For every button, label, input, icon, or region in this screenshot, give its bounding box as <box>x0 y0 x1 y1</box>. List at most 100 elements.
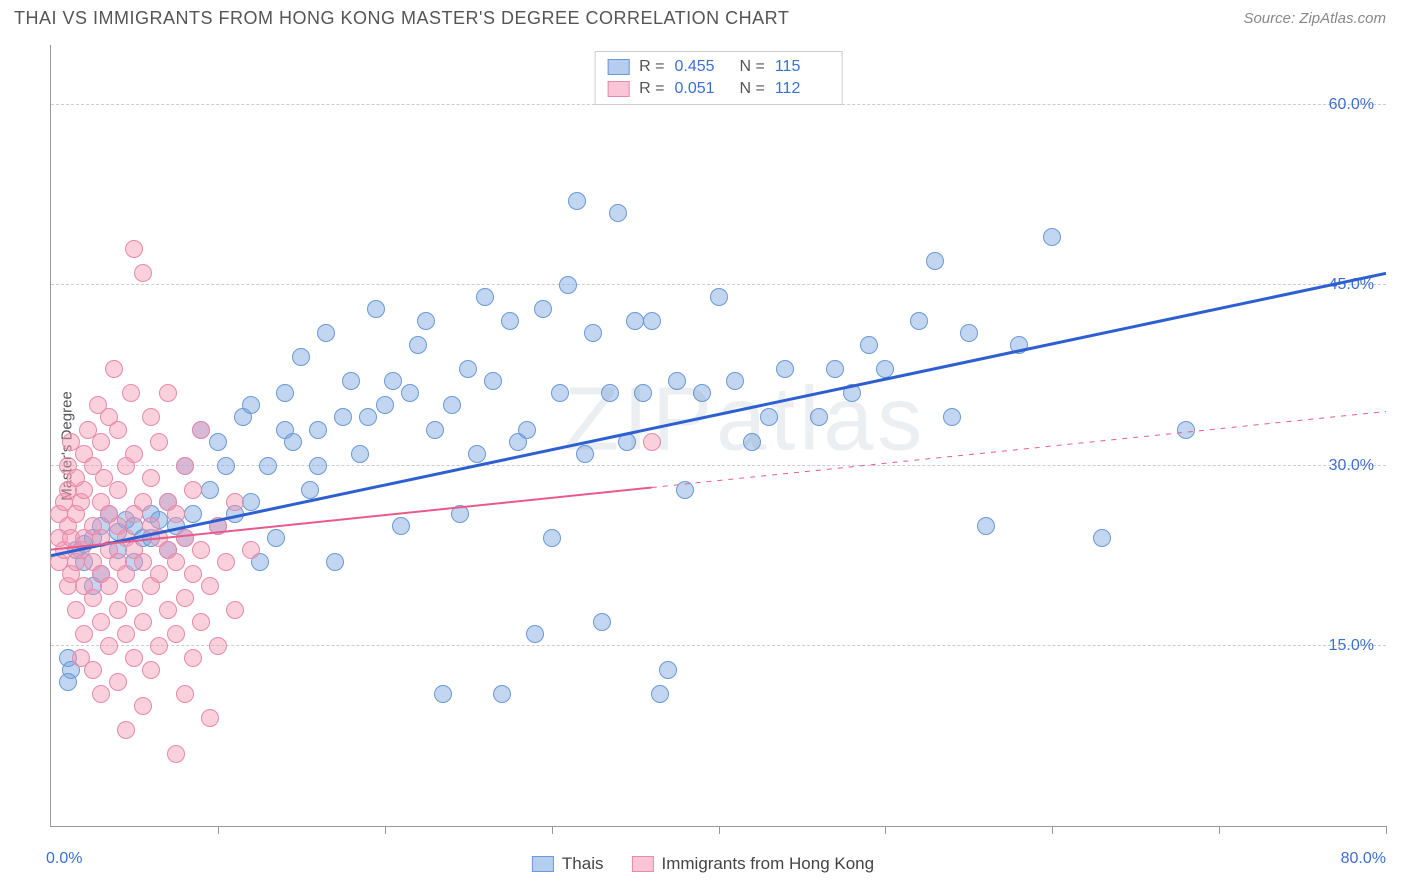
data-point <box>184 505 202 523</box>
data-point <box>201 577 219 595</box>
data-point <box>826 360 844 378</box>
data-point <box>651 685 669 703</box>
data-point <box>109 601 127 619</box>
swatch-thais <box>532 856 554 872</box>
swatch-hk <box>631 856 653 872</box>
data-point <box>117 721 135 739</box>
data-point <box>284 433 302 451</box>
data-point <box>609 204 627 222</box>
gridline <box>51 645 1386 646</box>
data-point <box>1010 336 1028 354</box>
data-point <box>142 408 160 426</box>
xtick <box>218 826 219 834</box>
data-point <box>359 408 377 426</box>
data-point <box>668 372 686 390</box>
data-point <box>634 384 652 402</box>
scatter-chart: ZIPatlas R = 0.455 N = 115 R = 0.051 N =… <box>50 45 1386 827</box>
data-point <box>176 529 194 547</box>
chart-source: Source: ZipAtlas.com <box>1243 10 1386 27</box>
data-point <box>134 613 152 631</box>
data-point <box>59 673 77 691</box>
data-point <box>493 685 511 703</box>
r-label: R = <box>639 80 664 98</box>
data-point <box>192 613 210 631</box>
legend-item-hk: Immigrants from Hong Kong <box>631 854 874 874</box>
legend-row-hk: R = 0.051 N = 112 <box>607 78 830 100</box>
data-point <box>125 589 143 607</box>
data-point <box>501 312 519 330</box>
data-point <box>192 421 210 439</box>
data-point <box>125 649 143 667</box>
xtick <box>1052 826 1053 834</box>
data-point <box>417 312 435 330</box>
data-point <box>92 613 110 631</box>
legend-label-hk: Immigrants from Hong Kong <box>661 854 874 874</box>
data-point <box>643 312 661 330</box>
data-point <box>209 517 227 535</box>
data-point <box>276 384 294 402</box>
data-point <box>351 445 369 463</box>
data-point <box>75 625 93 643</box>
data-point <box>710 288 728 306</box>
n-value-hk: 112 <box>775 80 830 98</box>
r-label: R = <box>639 58 664 76</box>
data-point <box>301 481 319 499</box>
data-point <box>317 324 335 342</box>
data-point <box>209 433 227 451</box>
data-point <box>551 384 569 402</box>
legend-series: Thais Immigrants from Hong Kong <box>532 854 874 874</box>
ytick-label: 15.0% <box>1329 637 1374 655</box>
data-point <box>100 637 118 655</box>
data-point <box>977 517 995 535</box>
data-point <box>593 613 611 631</box>
data-point <box>242 493 260 511</box>
data-point <box>134 553 152 571</box>
data-point <box>1043 228 1061 246</box>
legend-row-thais: R = 0.455 N = 115 <box>607 56 830 78</box>
data-point <box>105 360 123 378</box>
n-label: N = <box>740 80 765 98</box>
data-point <box>184 649 202 667</box>
data-point <box>176 457 194 475</box>
chart-title: THAI VS IMMIGRANTS FROM HONG KONG MASTER… <box>14 8 789 29</box>
data-point <box>201 709 219 727</box>
data-point <box>576 445 594 463</box>
data-point <box>150 637 168 655</box>
data-point <box>167 505 185 523</box>
xtick <box>552 826 553 834</box>
data-point <box>134 697 152 715</box>
data-point <box>876 360 894 378</box>
data-point <box>167 553 185 571</box>
data-point <box>626 312 644 330</box>
data-point <box>926 252 944 270</box>
data-point <box>209 637 227 655</box>
data-point <box>167 625 185 643</box>
data-point <box>434 685 452 703</box>
data-point <box>184 565 202 583</box>
data-point <box>468 445 486 463</box>
data-point <box>726 372 744 390</box>
data-point <box>109 421 127 439</box>
data-point <box>960 324 978 342</box>
data-point <box>259 457 277 475</box>
data-point <box>134 493 152 511</box>
data-point <box>142 661 160 679</box>
data-point <box>92 685 110 703</box>
data-point <box>150 433 168 451</box>
data-point <box>518 421 536 439</box>
xtick <box>719 826 720 834</box>
data-point <box>443 396 461 414</box>
data-point <box>526 625 544 643</box>
x-axis-min-label: 0.0% <box>46 850 82 868</box>
n-label: N = <box>740 58 765 76</box>
ytick-label: 30.0% <box>1329 457 1374 475</box>
data-point <box>176 685 194 703</box>
data-point <box>267 529 285 547</box>
data-point <box>643 433 661 451</box>
data-point <box>543 529 561 547</box>
data-point <box>601 384 619 402</box>
watermark: ZIPatlas <box>564 368 926 471</box>
data-point <box>122 384 140 402</box>
data-point <box>326 553 344 571</box>
data-point <box>242 396 260 414</box>
